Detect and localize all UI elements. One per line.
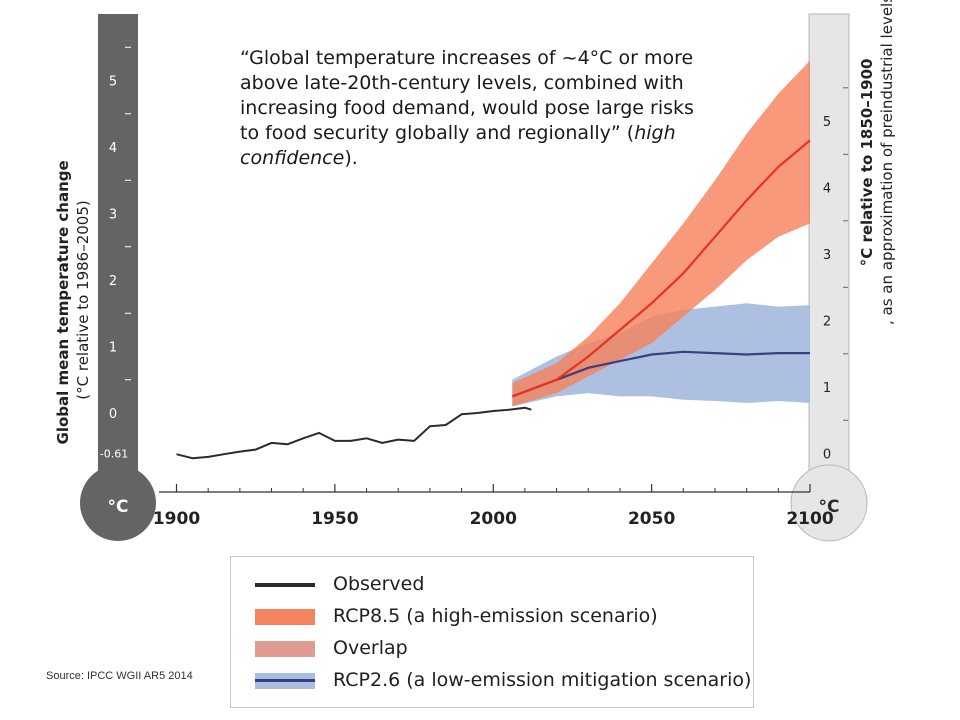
right-axis-ticks: 0 1 2 3 4 5 — [823, 87, 848, 463]
left-thermometer-bulb — [80, 465, 156, 541]
observed-line — [176, 406, 532, 460]
legend-item-overlap: Overlap — [251, 635, 751, 665]
left-tick-label-5: 5 — [109, 75, 117, 90]
x-tick-label-2000: 2000 — [470, 509, 517, 529]
x-axis: 1900 1950 2000 2050 2100 — [153, 484, 834, 529]
rcp26-line — [511, 350, 810, 398]
right-tick-label-5: 5 — [823, 115, 831, 130]
legend-item-observed: Observed — [251, 571, 751, 601]
right-unit-label: °C — [819, 497, 840, 517]
right-tick-label-0: 0 — [823, 448, 831, 463]
legend-swatch-overlap — [255, 641, 315, 657]
right-tick-label-4: 4 — [823, 182, 831, 197]
right-axis-label: °C relative to 1850–1900 — [858, 59, 876, 267]
ipcc-quote: “Global temperature increases of ~4°C or… — [240, 46, 710, 171]
legend-label-rcp26: RCP2.6 (a low-emission mitigation scenar… — [333, 669, 752, 691]
legend-item-rcp26: RCP2.6 (a low-emission mitigation scenar… — [251, 667, 751, 697]
quote-end: ). — [344, 147, 358, 169]
legend-label-observed: Observed — [333, 573, 425, 595]
x-tick-label-1950: 1950 — [311, 509, 358, 529]
source-note: Source: IPCC WGII AR5 2014 — [46, 670, 193, 682]
right-tick-label-3: 3 — [823, 248, 831, 263]
left-axis-ticks: 0 1 2 3 4 5 -0.61 — [100, 46, 131, 461]
left-axis-label: Global mean temperature change — [54, 160, 72, 444]
left-thermometer: °C 0 1 2 3 4 5 -0.61 — [80, 14, 156, 541]
x-tick-label-2050: 2050 — [628, 509, 675, 529]
right-thermometer-stem — [808, 13, 850, 505]
left-tick-label-3: 3 — [109, 208, 117, 223]
svg-text:Global mean temperature change: Global mean temperature change (°C relat… — [54, 156, 92, 445]
left-unit-label: °C — [108, 497, 129, 517]
legend-label-rcp85: RCP8.5 (a high-emission scenario) — [333, 605, 658, 627]
legend-swatch-observed — [255, 583, 315, 587]
left-tick-label-4: 4 — [109, 141, 117, 156]
x-tick-label-2100: 2100 — [786, 509, 833, 529]
rcp85-line — [511, 139, 811, 398]
left-tick-label-2: 2 — [109, 274, 117, 289]
quote-text: “Global temperature increases of ~4°C or… — [240, 47, 694, 144]
left-tick-label-0: 0 — [109, 407, 117, 422]
left-marker-label: -0.61 — [100, 448, 128, 461]
left-axis-sublabel: (°C relative to 1986–2005) — [74, 200, 92, 399]
left-thermometer-stem — [98, 14, 138, 504]
right-tick-label-2: 2 — [823, 315, 831, 330]
right-tick-label-1: 1 — [823, 381, 831, 396]
legend-swatch-rcp85 — [255, 609, 315, 625]
right-axis-title: °C relative to 1850–1900 , as an approxi… — [858, 0, 896, 325]
legend-rcp26-line — [255, 679, 315, 682]
rcp26-uncertainty-band — [512, 303, 810, 407]
legend-item-rcp85: RCP8.5 (a high-emission scenario) — [251, 603, 751, 633]
legend-label-overlap: Overlap — [333, 637, 408, 659]
legend-swatch-rcp26 — [255, 673, 315, 689]
x-tick-label-1900: 1900 — [153, 509, 200, 529]
left-axis-title: Global mean temperature change (°C relat… — [54, 156, 92, 445]
plot-area — [176, 60, 811, 460]
left-tick-label-1: 1 — [109, 341, 117, 356]
quote-confidence: high confidence — [240, 122, 676, 169]
right-axis-sublabel: , as an approximation of preindustrial l… — [878, 0, 896, 325]
rcp85-uncertainty-band — [512, 60, 810, 407]
svg-text:°C relative to 1850–1900: °C relative to 1850–1900 , as an approxi… — [858, 0, 896, 325]
legend: Observed RCP8.5 (a high-emission scenari… — [230, 556, 754, 708]
